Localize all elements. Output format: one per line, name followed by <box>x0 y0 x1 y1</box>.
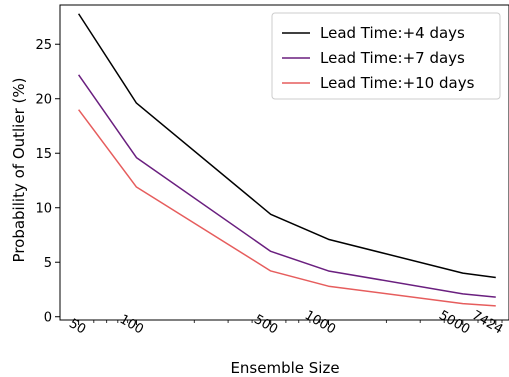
x-tick-label: 50 <box>66 316 88 337</box>
y-tick-label: 10 <box>35 202 52 217</box>
x-axis-title: Ensemble Size <box>230 359 339 377</box>
x-tick-label: 5000 <box>436 308 472 338</box>
legend-label: Lead Time:+7 days <box>320 49 465 67</box>
y-axis: 0 5 10 15 20 25 <box>35 38 60 326</box>
x-tick-label: 100 <box>117 312 146 337</box>
x-tick-label: 7424 <box>469 308 505 338</box>
plot-area <box>59 4 509 321</box>
legend: Lead Time:+4 days Lead Time:+7 days Lead T… <box>271 12 501 100</box>
series-lines <box>77 13 496 307</box>
legend-box <box>271 12 501 100</box>
y-tick-label: 0 <box>44 311 52 326</box>
series-line-2 <box>78 74 496 298</box>
y-tick-label: 5 <box>44 256 52 271</box>
series-line-3 <box>78 109 496 307</box>
y-tick-label: 25 <box>35 38 52 53</box>
y-tick-label: 15 <box>35 147 52 162</box>
y-axis-title: Probability of Outlier (%) <box>10 78 28 263</box>
plot-frame <box>59 4 509 321</box>
legend-label: Lead Time:+10 days <box>320 74 475 92</box>
x-tick-label: 500 <box>251 312 280 337</box>
series-line-1 <box>77 13 496 279</box>
legend-label: Lead Time:+4 days <box>320 24 465 42</box>
y-tick-label: 20 <box>35 93 52 108</box>
